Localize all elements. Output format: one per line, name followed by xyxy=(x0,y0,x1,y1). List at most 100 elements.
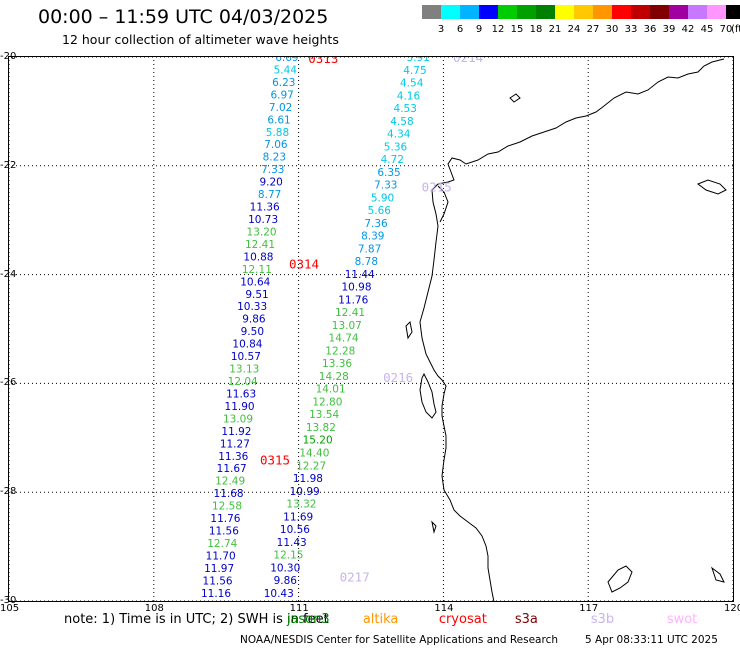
colorbar-label: 70 xyxy=(719,24,733,35)
colorbar-label: 27 xyxy=(586,24,600,35)
wave-height-value: 7.87 xyxy=(358,243,381,255)
wave-height-value: 10.33 xyxy=(237,301,267,313)
latitude-label: -22 xyxy=(0,159,17,171)
latitude-label: -24 xyxy=(0,268,17,280)
wave-height-value: 3.91 xyxy=(406,56,429,64)
colorbar-label: 21 xyxy=(548,24,562,35)
colorbar-swatch xyxy=(441,5,460,19)
colorbar-label: 12 xyxy=(491,24,505,35)
colorbar-swatch xyxy=(631,5,650,19)
altimeter-tracks: 6.695.446.236.977.026.615.887.068.237.33… xyxy=(201,56,430,600)
wave-height-value: 8.77 xyxy=(258,189,281,201)
wave-height-value: 4.53 xyxy=(394,103,417,115)
satellite-legend-s3b: s3b xyxy=(590,612,615,627)
wave-height-value: 11.68 xyxy=(214,488,244,500)
wave-height-value: 9.51 xyxy=(245,289,268,301)
wave-height-value: 11.76 xyxy=(338,294,368,306)
colorbar-swatch xyxy=(669,5,688,19)
wave-height-value: 13.20 xyxy=(247,226,277,238)
wave-height-value: 12.15 xyxy=(273,550,303,562)
wave-height-value: 11.27 xyxy=(220,438,250,450)
wave-height-value: 5.66 xyxy=(368,205,392,217)
wave-height-value: 10.30 xyxy=(270,562,300,574)
island-6 xyxy=(711,566,725,583)
pass-label: 0215 xyxy=(422,179,452,194)
wave-height-value: 12.58 xyxy=(212,501,242,513)
wave-height-value: 9.86 xyxy=(242,314,266,326)
exmouth-gulf xyxy=(437,185,449,223)
latitude-label: -20 xyxy=(0,51,17,62)
colorbar-swatch xyxy=(650,5,669,19)
altimeter-map: 6.69 5.44 6.23 6.97 7.02 6.61 5.88 7.06 8.23 7.33… xyxy=(8,56,734,602)
wave-height-value: 14.74 xyxy=(329,333,359,345)
colorbar-swatch xyxy=(612,5,631,19)
colorbar-swatch xyxy=(593,5,612,19)
longitude-label: 111 xyxy=(289,603,309,614)
wave-height-value: 12.41 xyxy=(335,307,365,319)
map-title: 00:00 – 11:59 UTC 04/03/2025 xyxy=(38,6,329,28)
longitude-label: 108 xyxy=(144,603,164,614)
wave-height-value: 12.04 xyxy=(228,376,258,388)
island-5 xyxy=(607,565,633,593)
wave-height-value: 4.72 xyxy=(381,154,404,166)
wave-height-value: 5.90 xyxy=(371,192,394,204)
colorbar-swatch xyxy=(688,5,707,19)
longitude-label: 120 xyxy=(724,603,740,614)
pass-label: 0313 xyxy=(308,56,338,66)
wave-height-value: 11.97 xyxy=(204,563,234,575)
footer-timestamp: 5 Apr 08:33:11 UTC 2025 xyxy=(585,634,718,646)
wave-height-value: 5.36 xyxy=(384,141,408,153)
wave-height-value: 10.57 xyxy=(231,351,261,363)
west-australia-coastline xyxy=(419,58,725,602)
wave-height-value: 11.69 xyxy=(283,511,313,523)
coastline xyxy=(405,58,727,602)
wave-height-value: 10.84 xyxy=(232,339,262,351)
wave-height-value: 15.20 xyxy=(303,435,333,447)
note-text: note: 1) Time is in UTC; 2) SWH is in fe… xyxy=(64,612,329,627)
wave-height-value: 12.80 xyxy=(312,396,342,408)
island-1 xyxy=(509,93,521,103)
map-canvas: 6.695.446.236.977.026.615.887.068.237.33… xyxy=(8,56,734,602)
wave-height-value: 10.88 xyxy=(243,251,273,263)
wave-height-value: 11.36 xyxy=(250,202,280,214)
longitude-label: 117 xyxy=(579,603,599,614)
colorbar-label: 18 xyxy=(529,24,543,35)
wave-height-value: 8.39 xyxy=(361,231,384,243)
wave-height-value: 13.13 xyxy=(229,364,259,376)
wave-height-value: 8.78 xyxy=(355,256,378,268)
wave-height-value: 14.40 xyxy=(299,448,329,460)
wave-height-value: 6.69 xyxy=(275,56,298,64)
latitude-label: -30 xyxy=(0,595,17,606)
pass-label: 0214 xyxy=(453,56,483,65)
colorbar-label: 6 xyxy=(456,24,464,35)
satellite-legend-altika: altika xyxy=(362,612,399,627)
wave-height-value: 12.28 xyxy=(325,345,355,357)
wave-height-value: 9.20 xyxy=(259,177,282,189)
pass-labels: 0313 0314 0315 0214 0215 0216 0217 xyxy=(260,56,483,585)
colorbar-swatch xyxy=(726,5,740,19)
wave-height-value: 5.88 xyxy=(266,127,289,139)
wave-height-value: 11.70 xyxy=(206,550,236,562)
wave-height-value: 4.16 xyxy=(397,90,421,102)
wave-height-value: 6.35 xyxy=(377,167,400,179)
colorbar-label: 36 xyxy=(643,24,657,35)
wave-height-value: 11.16 xyxy=(201,588,231,600)
colorbar-label: 33 xyxy=(624,24,638,35)
pass-label: 0216 xyxy=(383,370,413,385)
colorbar-label: 42 xyxy=(681,24,695,35)
wave-height-value: 13.36 xyxy=(322,358,352,370)
island-3 xyxy=(405,320,413,340)
wave-height-value: 11.43 xyxy=(277,537,307,549)
wave-height-value: 11.56 xyxy=(203,575,233,587)
wave-height-value: 11.36 xyxy=(218,451,248,463)
satellite-legend-swot: swot xyxy=(666,612,698,627)
wave-height-value: 6.61 xyxy=(267,114,290,126)
colorbar-swatch xyxy=(498,5,517,19)
satellite-legend: jason3 altika cryosat s3a s3b swot xyxy=(287,612,740,627)
longitude-label: 105 xyxy=(0,603,20,614)
wave-height-value: 13.09 xyxy=(223,413,253,425)
colorbar-label: 9 xyxy=(475,24,483,35)
longitude-label: 114 xyxy=(434,603,454,614)
wave-height-value: 12.49 xyxy=(215,476,245,488)
colorbar-swatch xyxy=(574,5,593,19)
